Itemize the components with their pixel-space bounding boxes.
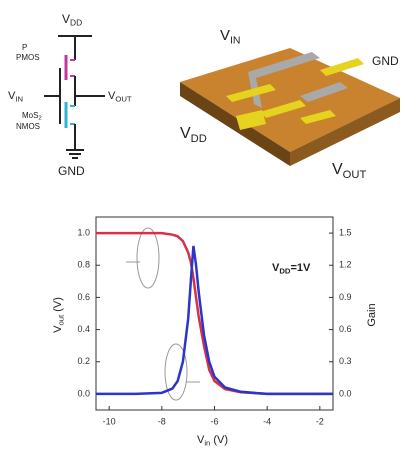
- y-tick-label: 0.8: [77, 260, 90, 270]
- pmos-label: P: [22, 43, 27, 52]
- y-tick-label: 0.4: [77, 324, 90, 334]
- device-vin: VIN: [220, 27, 241, 46]
- device-vin-main: V: [220, 27, 230, 44]
- device-vin-sub: IN: [230, 34, 241, 46]
- vin-label: VIN: [8, 90, 23, 103]
- device-vout-sub: OUT: [343, 169, 367, 181]
- y-tick-label: 0.2: [77, 356, 90, 366]
- y2-tick-label: 0.9: [339, 292, 352, 302]
- nmos-label: NMOS: [16, 122, 40, 131]
- vout-label-sub: OUT: [115, 94, 132, 103]
- nmos-label-sub: 2: [38, 116, 41, 122]
- y2-tick-label: 0.0: [339, 388, 352, 398]
- vout-label: VOUT: [108, 90, 132, 103]
- device-gnd-text: GND: [372, 54, 399, 68]
- device-vdd-sub: DD: [191, 133, 207, 145]
- device: [180, 48, 400, 166]
- x-axis-label: Vin (V): [197, 434, 228, 447]
- y-tick-label: 0.0: [77, 388, 90, 398]
- y2-tick-label: 0.6: [339, 324, 352, 334]
- circuit: [44, 36, 105, 158]
- x-tick-label: -10: [103, 416, 116, 426]
- x-tick-label: -8: [158, 416, 166, 426]
- annotation: VDD=1V: [272, 262, 311, 275]
- annotation-sub: DD: [279, 266, 291, 275]
- y2-tick-label: 1.5: [339, 227, 352, 237]
- device-vout-main: V: [332, 161, 343, 178]
- nmos-label-main: MoS: [22, 111, 38, 120]
- y-axis-label-tail: (V): [52, 297, 64, 315]
- device-vdd: VDD: [180, 125, 207, 145]
- y-tick-label: 1.0: [77, 227, 90, 237]
- device-gnd: GND: [372, 54, 399, 68]
- device-vdd-main: V: [180, 125, 191, 142]
- figure: VDDPPMOSVINVOUTMoS2NMOSGNDVINGNDVDDVOUT-…: [0, 0, 418, 459]
- x-tick-label: -2: [316, 416, 324, 426]
- y-tick-label: 0.6: [77, 292, 90, 302]
- x-tick-label: -4: [263, 416, 271, 426]
- vdd-label: VDD: [62, 12, 82, 28]
- annotation-tail: =1V: [290, 262, 311, 274]
- x-axis-label-tail: (V): [210, 434, 228, 446]
- pmos-label: PMOS: [16, 53, 40, 62]
- x-tick-label: -6: [210, 416, 218, 426]
- device-vout: VOUT: [332, 161, 366, 181]
- y2-tick-label: 1.2: [339, 260, 352, 270]
- vin-label-sub: IN: [15, 94, 23, 103]
- series-line: [96, 233, 333, 394]
- nmos-label: MoS2: [22, 111, 42, 122]
- y2-tick-label: 0.3: [339, 356, 352, 366]
- y-axis-label: Vout (V): [52, 297, 65, 333]
- y2-axis-label: Gain: [366, 303, 378, 326]
- vdd-label-sub: DD: [70, 18, 82, 28]
- vdd-label-main: V: [62, 12, 70, 26]
- gnd-label: GND: [58, 164, 85, 178]
